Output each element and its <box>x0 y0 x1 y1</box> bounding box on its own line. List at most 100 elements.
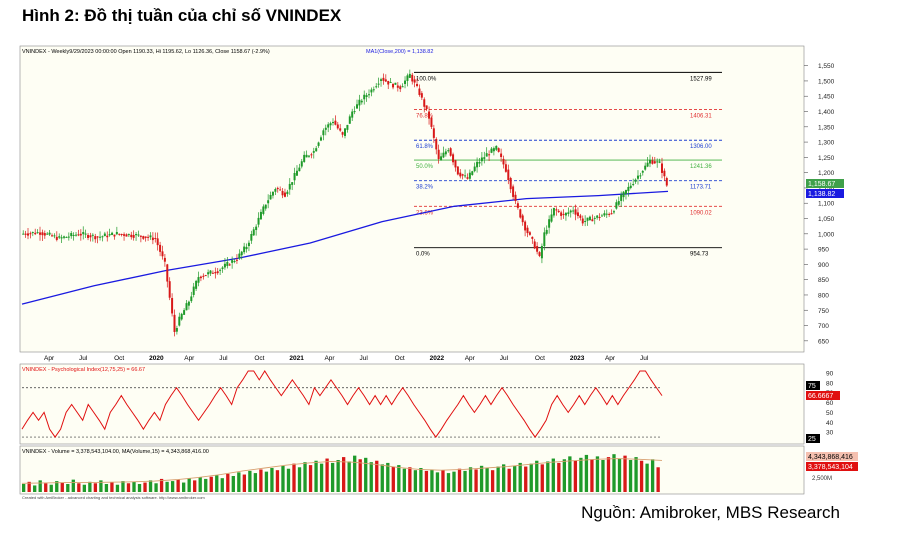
candle-body <box>344 128 346 136</box>
fib-percent-label: 0.0% <box>416 252 430 258</box>
volume-bar <box>297 467 302 492</box>
x-tick-label: Oct <box>254 355 264 362</box>
candle-body <box>644 165 647 170</box>
volume-bar <box>529 463 533 492</box>
candle-body <box>312 151 315 153</box>
volume-bar <box>397 465 401 492</box>
volume-bar <box>137 484 142 492</box>
candle-body <box>370 89 373 93</box>
volume-bar <box>513 465 517 492</box>
candle-body <box>207 272 210 275</box>
candle-body <box>226 261 229 266</box>
y-tick-label: 1,150 <box>818 185 835 192</box>
candle-body <box>245 246 248 250</box>
candle-body <box>161 251 164 257</box>
candle-body <box>632 184 635 186</box>
candle-body <box>653 161 656 164</box>
volume-bar <box>546 461 550 492</box>
candle-body <box>646 162 649 167</box>
candle-body <box>363 94 366 100</box>
fib-percent-label: 100.0% <box>416 76 437 82</box>
y-tick-label: 1,200 <box>818 170 835 177</box>
y-tick-label: 900 <box>818 262 829 269</box>
volume-bar <box>446 473 451 492</box>
candle-body <box>365 95 368 97</box>
last-close-badge-bg <box>806 179 844 188</box>
volume-bar <box>319 463 324 492</box>
psy-y-tick-label: 60 <box>826 400 834 407</box>
volume-tick: 2,500M <box>812 476 832 482</box>
candle-body <box>588 216 591 221</box>
candle-body <box>408 73 411 78</box>
candle-body <box>596 215 599 218</box>
volume-bar <box>38 480 42 492</box>
candle-body <box>286 191 289 195</box>
volume-bar <box>617 458 622 492</box>
candle-body <box>485 153 488 157</box>
candle-body <box>39 232 42 235</box>
candle-body <box>240 251 243 256</box>
candle-body <box>219 269 222 271</box>
x-tick-label: 2022 <box>430 355 445 362</box>
volume-bar <box>457 468 462 492</box>
candle-body <box>591 219 594 222</box>
candle-body <box>396 85 399 88</box>
volume-bar <box>110 482 114 492</box>
volume-bar <box>115 484 120 492</box>
candle-body <box>111 232 114 235</box>
candle-body <box>279 189 282 191</box>
fib-value-label: 1406.31 <box>690 114 712 120</box>
candle-body <box>269 194 272 200</box>
candle-body <box>190 296 193 302</box>
candle-body <box>478 161 481 164</box>
candle-body <box>91 234 94 236</box>
candle-body <box>231 260 234 263</box>
fibonacci-levels: 100.0% 1527.99 76.8% 1406.31 61.8% 1306.00 50.… <box>414 71 722 258</box>
candle-body <box>550 214 553 222</box>
volume-bar <box>264 471 269 492</box>
candle-body <box>620 194 623 201</box>
candle-body <box>43 233 46 236</box>
candle-body <box>84 233 87 235</box>
candle-body <box>175 328 178 332</box>
candle-body <box>660 163 663 173</box>
volume-bar <box>424 470 429 492</box>
candle-body <box>639 175 642 177</box>
x-tick-label: Jul <box>79 355 88 362</box>
candle-body <box>139 235 142 237</box>
candle-body <box>24 233 27 235</box>
candle-body <box>432 128 435 138</box>
candle-body <box>106 235 109 238</box>
psy-index-line <box>21 370 663 438</box>
candle-body <box>204 275 207 277</box>
y-tick-label: 850 <box>818 277 829 284</box>
candle-body <box>72 234 75 236</box>
price-y-axis: 1,550 1,500 1,450 1,400 1,350 1,300 1,250 1,200… <box>804 63 835 345</box>
volume-bar <box>634 457 638 492</box>
candle-body <box>543 232 546 247</box>
volume-bar <box>656 467 660 492</box>
fib-value-label: 1241.36 <box>690 164 712 170</box>
candle-body <box>327 124 330 128</box>
candle-body <box>651 160 654 164</box>
volume-bar <box>386 462 390 492</box>
candle-body <box>195 280 198 289</box>
volume-bar <box>364 457 368 492</box>
volume-bar <box>353 455 357 492</box>
volume-ma-badge: 4,343,868,416 <box>808 454 853 461</box>
fib-percent-label: 76.8% <box>416 114 434 120</box>
candle-body <box>123 234 126 236</box>
candle-body <box>488 154 491 156</box>
candle-body <box>562 213 565 215</box>
candle-body <box>267 200 270 204</box>
volume-bar <box>628 460 633 492</box>
ma-badge-bg <box>806 189 844 198</box>
candle-body <box>444 151 447 155</box>
candle-body <box>401 86 404 88</box>
candle-body <box>257 217 260 225</box>
candle-body <box>615 202 618 209</box>
candle-body <box>665 178 668 186</box>
volume-bar <box>518 462 522 492</box>
volume-bar <box>540 464 544 492</box>
candle-body <box>440 156 443 161</box>
